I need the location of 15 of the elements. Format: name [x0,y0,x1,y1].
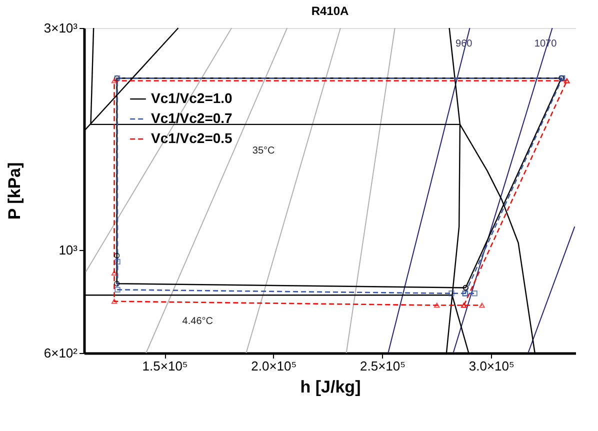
y-tick-label: 6×10² [44,346,78,360]
x-tick-label: 2.5×10⁵ [360,358,406,374]
y-axis-title: P [kPa] [4,162,24,220]
x-tick-label: 3.0×10⁵ [468,358,514,374]
legend-label: Vc1/Vc2=0.5 [151,130,233,146]
legend-label: Vc1/Vc2=0.7 [151,110,233,126]
legend-label: Vc1/Vc2=1.0 [151,90,233,106]
annotation: 4.46°C [182,316,213,328]
x-axis-title: h [J/kg] [300,378,361,396]
y-tick-label: 10³ [58,242,78,258]
chart-title: R410A [311,4,350,18]
x-tick-label: 1.5×10⁵ [142,358,188,374]
x-tick-label: 2.0×10⁵ [251,358,297,374]
annotation: 35°C [252,145,275,156]
y-tick-label: 3×10³ [44,20,78,36]
